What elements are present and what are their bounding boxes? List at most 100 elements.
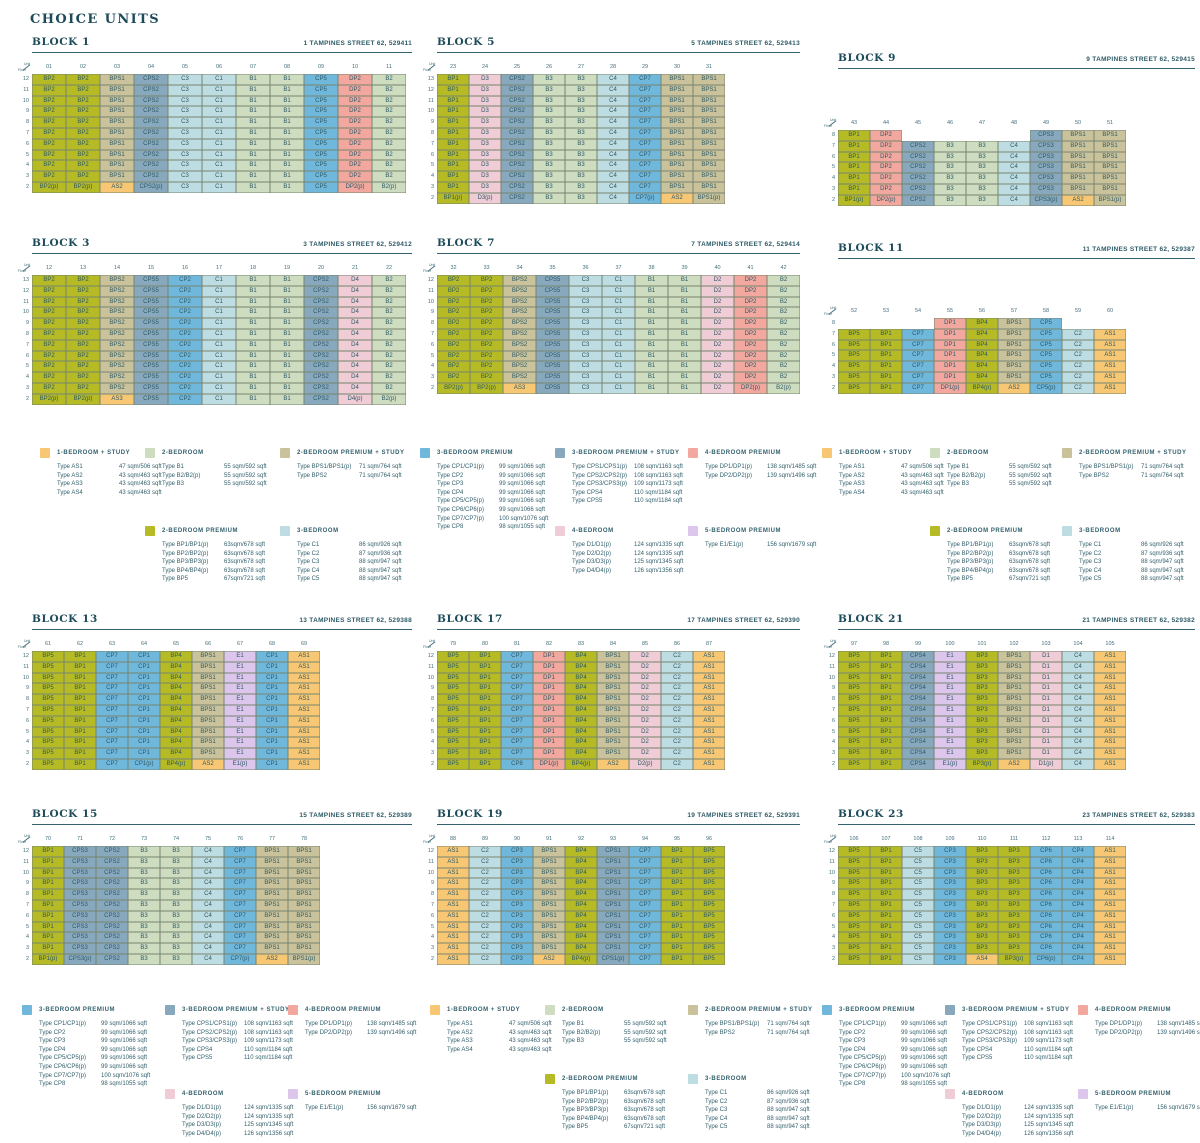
unit-cell[interactable]: D4 bbox=[338, 382, 372, 394]
unit-cell[interactable]: CPS4 bbox=[902, 726, 934, 738]
unit-cell[interactable]: CPS2 bbox=[501, 171, 533, 182]
unit-cell[interactable]: CP6 bbox=[1030, 932, 1062, 944]
unit-cell[interactable]: CP1 bbox=[128, 661, 160, 673]
unit-cell[interactable]: C1 bbox=[202, 106, 236, 118]
unit-cell[interactable]: CP4 bbox=[1062, 953, 1094, 965]
unit-cell[interactable]: CPS2 bbox=[96, 878, 128, 890]
unit-cell[interactable]: B2 bbox=[372, 318, 406, 329]
unit-cell[interactable]: BP1 bbox=[870, 683, 902, 695]
unit-cell[interactable]: DP2 bbox=[338, 127, 372, 139]
unit-cell[interactable]: C4 bbox=[597, 127, 629, 139]
unit-cell[interactable]: BP4 bbox=[160, 748, 192, 759]
unit-cell[interactable]: B2 bbox=[372, 275, 406, 286]
unit-cell[interactable]: DP2 bbox=[338, 171, 372, 182]
unit-cell[interactable]: BP5 bbox=[32, 661, 64, 673]
unit-cell[interactable]: BP4 bbox=[160, 683, 192, 695]
unit-cell[interactable]: B1 bbox=[236, 127, 270, 139]
unit-cell[interactable]: C2 bbox=[661, 651, 693, 662]
unit-cell[interactable]: BP1 bbox=[838, 130, 870, 141]
unit-cell[interactable]: BPS2 bbox=[100, 296, 134, 308]
unit-cell[interactable]: CPS3(p) bbox=[64, 953, 96, 965]
unit-cell[interactable]: B3 bbox=[128, 899, 160, 911]
unit-cell[interactable]: CPS2 bbox=[304, 328, 338, 340]
unit-cell[interactable]: CP7 bbox=[902, 339, 934, 351]
unit-cell[interactable]: CPS2 bbox=[304, 350, 338, 362]
unit-cell[interactable]: DP2 bbox=[870, 130, 902, 141]
unit-cell[interactable]: BP4 bbox=[565, 899, 597, 911]
unit-cell[interactable]: D1 bbox=[1030, 737, 1062, 749]
unit-cell[interactable]: BP5 bbox=[437, 672, 469, 684]
unit-cell[interactable]: BP4 bbox=[160, 715, 192, 727]
unit-cell[interactable]: C3 bbox=[569, 285, 602, 297]
unit-cell[interactable]: CP3 bbox=[934, 910, 966, 922]
unit-cell[interactable]: BP3 bbox=[966, 878, 998, 890]
unit-cell[interactable]: CPS2 bbox=[902, 173, 934, 184]
unit-cell[interactable]: BP4(p) bbox=[160, 758, 192, 770]
unit-cell[interactable]: BP3 bbox=[966, 867, 998, 879]
unit-cell[interactable]: BP1 bbox=[437, 84, 469, 96]
unit-cell[interactable]: B3 bbox=[533, 149, 565, 161]
unit-cell[interactable]: D3 bbox=[469, 181, 501, 193]
unit-cell[interactable]: BPS2 bbox=[100, 318, 134, 329]
unit-cell[interactable]: CPS1 bbox=[597, 921, 629, 933]
unit-cell[interactable]: BPS1 bbox=[100, 171, 134, 182]
unit-cell[interactable]: B3 bbox=[966, 162, 998, 174]
unit-cell[interactable]: BPS1 bbox=[100, 95, 134, 107]
unit-cell[interactable]: C2 bbox=[1062, 361, 1094, 372]
unit-cell[interactable]: B2 bbox=[372, 171, 406, 182]
unit-cell[interactable]: C1 bbox=[202, 307, 236, 319]
unit-cell[interactable]: AS1 bbox=[1094, 856, 1126, 868]
unit-cell[interactable]: B2 bbox=[767, 275, 800, 286]
unit-cell[interactable]: C3 bbox=[168, 181, 202, 193]
unit-cell[interactable]: C1 bbox=[202, 339, 236, 351]
unit-cell[interactable]: CPS1 bbox=[597, 932, 629, 944]
unit-cell[interactable]: CP2 bbox=[168, 350, 202, 362]
unit-cell[interactable]: B1 bbox=[668, 328, 701, 340]
unit-cell[interactable]: AS1 bbox=[1094, 910, 1126, 922]
unit-cell[interactable]: C1 bbox=[202, 361, 236, 373]
unit-cell[interactable]: BPS1 bbox=[288, 846, 320, 857]
unit-cell[interactable]: B1 bbox=[270, 296, 304, 308]
unit-cell[interactable]: BPS1 bbox=[661, 74, 693, 85]
unit-cell[interactable]: BPS1 bbox=[1094, 140, 1126, 152]
unit-cell[interactable]: BPS1 bbox=[661, 106, 693, 118]
unit-cell[interactable]: BPS1 bbox=[597, 715, 629, 727]
unit-cell[interactable]: E1 bbox=[224, 737, 256, 749]
unit-cell[interactable]: BP5 bbox=[838, 361, 870, 372]
unit-cell[interactable]: B1 bbox=[236, 138, 270, 150]
unit-cell[interactable]: AS1 bbox=[437, 878, 469, 890]
unit-cell[interactable]: BPS1 bbox=[998, 661, 1030, 673]
unit-cell[interactable]: B1 bbox=[236, 171, 270, 182]
unit-cell[interactable]: CPS5 bbox=[536, 339, 569, 351]
unit-cell[interactable]: B3 bbox=[160, 878, 192, 890]
unit-cell[interactable]: CP3 bbox=[934, 899, 966, 911]
unit-cell[interactable]: E1 bbox=[934, 683, 966, 695]
unit-cell[interactable]: B3 bbox=[966, 194, 998, 206]
unit-cell[interactable]: C2 bbox=[469, 846, 501, 857]
unit-cell[interactable]: AS1 bbox=[1094, 889, 1126, 900]
unit-cell[interactable]: CP7 bbox=[224, 856, 256, 868]
unit-cell[interactable]: CP7 bbox=[501, 694, 533, 705]
unit-cell[interactable]: C3 bbox=[168, 117, 202, 128]
unit-cell[interactable]: CPS4 bbox=[902, 748, 934, 759]
unit-cell[interactable]: CP7 bbox=[501, 726, 533, 738]
unit-cell[interactable]: E1 bbox=[934, 748, 966, 759]
unit-cell[interactable]: D2 bbox=[629, 704, 661, 716]
unit-cell[interactable]: BP5 bbox=[693, 953, 725, 965]
unit-cell[interactable]: B1 bbox=[668, 361, 701, 373]
unit-cell[interactable]: CPS2 bbox=[501, 160, 533, 172]
unit-cell[interactable]: CPS3 bbox=[64, 867, 96, 879]
unit-cell[interactable]: BP3 bbox=[966, 943, 998, 954]
unit-cell[interactable]: CPS2 bbox=[304, 339, 338, 351]
unit-cell[interactable]: CPS1 bbox=[597, 878, 629, 890]
unit-cell[interactable]: CPS2 bbox=[134, 84, 168, 96]
unit-cell[interactable]: AS1 bbox=[1094, 715, 1126, 727]
unit-cell[interactable]: AS1 bbox=[1094, 661, 1126, 673]
unit-cell[interactable]: C1 bbox=[602, 372, 635, 383]
unit-cell[interactable]: BP5 bbox=[437, 758, 469, 770]
unit-cell[interactable]: CPS2 bbox=[304, 382, 338, 394]
unit-cell[interactable]: D4 bbox=[338, 285, 372, 297]
unit-cell[interactable]: BP5 bbox=[693, 856, 725, 868]
unit-cell[interactable]: BP3 bbox=[998, 878, 1030, 890]
unit-cell[interactable]: AS1 bbox=[437, 846, 469, 857]
